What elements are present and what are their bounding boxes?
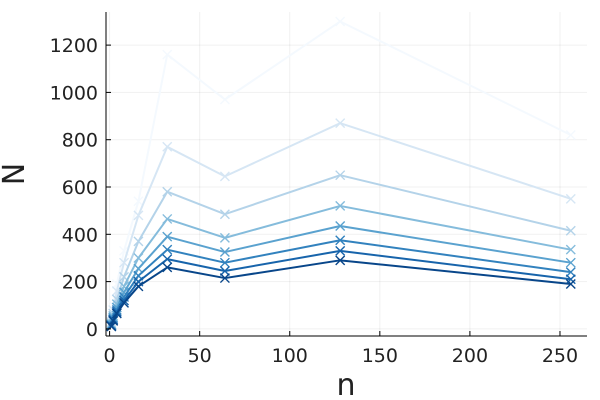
- data-point-marker: [565, 257, 576, 268]
- data-point-marker: [162, 262, 173, 273]
- y-tick-label: 0: [86, 319, 98, 341]
- series-line: [110, 239, 571, 326]
- data-point-marker: [565, 244, 576, 255]
- data-point-marker: [219, 247, 230, 258]
- data-point-marker: [162, 49, 173, 60]
- data-point-marker: [133, 210, 144, 221]
- y-tick-label: 600: [62, 177, 98, 199]
- data-point-marker: [565, 267, 576, 278]
- x-tick-label: 150: [362, 345, 398, 367]
- y-axis-title: N: [0, 163, 32, 185]
- data-point-marker: [162, 231, 173, 242]
- axes: [105, 12, 587, 337]
- data-point-marker: [219, 94, 230, 105]
- data-point-marker: [119, 295, 130, 306]
- data-point-marker: [219, 232, 230, 243]
- data-point-marker: [162, 141, 173, 152]
- data-point-marker: [162, 254, 173, 265]
- series-line: [110, 20, 572, 320]
- series-4: [106, 200, 576, 330]
- data-point-marker: [335, 235, 346, 246]
- data-point-marker: [565, 129, 576, 140]
- data-point-marker: [162, 244, 173, 255]
- data-point-marker: [133, 196, 144, 207]
- series-line: [110, 204, 571, 325]
- data-point-marker: [219, 257, 230, 268]
- data-point-marker: [335, 245, 346, 256]
- data-point-marker: [133, 252, 144, 263]
- y-tick-label: 200: [62, 272, 98, 294]
- data-point-marker: [219, 265, 230, 276]
- data-point-marker: [133, 236, 144, 247]
- data-point-marker: [565, 193, 576, 204]
- data-point-marker: [565, 278, 576, 289]
- data-point-marker: [133, 281, 144, 292]
- tick-labels: 0 50 100 150 200 250 0 200 400 600 800 1000 1200: [50, 35, 578, 367]
- data-point-marker: [133, 263, 144, 274]
- series-8: [106, 255, 576, 332]
- data-point-marker: [108, 315, 119, 326]
- x-axis-title: n: [336, 368, 355, 400]
- data-point-marker: [565, 274, 576, 285]
- y-tick-label: 1000: [50, 82, 98, 104]
- data-point-marker: [219, 209, 230, 220]
- data-point-marker: [335, 255, 346, 266]
- x-tick-label: 50: [188, 345, 212, 367]
- data-point-marker: [106, 321, 117, 332]
- x-tick-label: 100: [272, 345, 308, 367]
- data-point-marker: [162, 213, 173, 224]
- data-point-marker: [119, 297, 130, 308]
- y-tick-label: 800: [62, 130, 98, 152]
- data-point-marker: [335, 16, 346, 27]
- data-point-marker: [162, 186, 173, 197]
- x-tick-label: 200: [452, 345, 488, 367]
- y-tick-label: 1200: [50, 35, 98, 57]
- grid-lines: [106, 12, 587, 336]
- data-point-marker: [219, 273, 230, 284]
- data-point-marker: [219, 171, 230, 182]
- x-tick-label: 250: [542, 345, 578, 367]
- data-point-marker: [335, 221, 346, 232]
- data-point-marker: [335, 200, 346, 211]
- data-point-marker: [565, 225, 576, 236]
- x-tick-label: 0: [104, 345, 116, 367]
- data-point-marker: [335, 170, 346, 181]
- data-point-marker: [111, 308, 122, 319]
- data-point-marker: [119, 257, 130, 268]
- data-point-marker: [335, 118, 346, 129]
- y-tick-label: 400: [62, 224, 98, 246]
- series-layer: [106, 16, 576, 332]
